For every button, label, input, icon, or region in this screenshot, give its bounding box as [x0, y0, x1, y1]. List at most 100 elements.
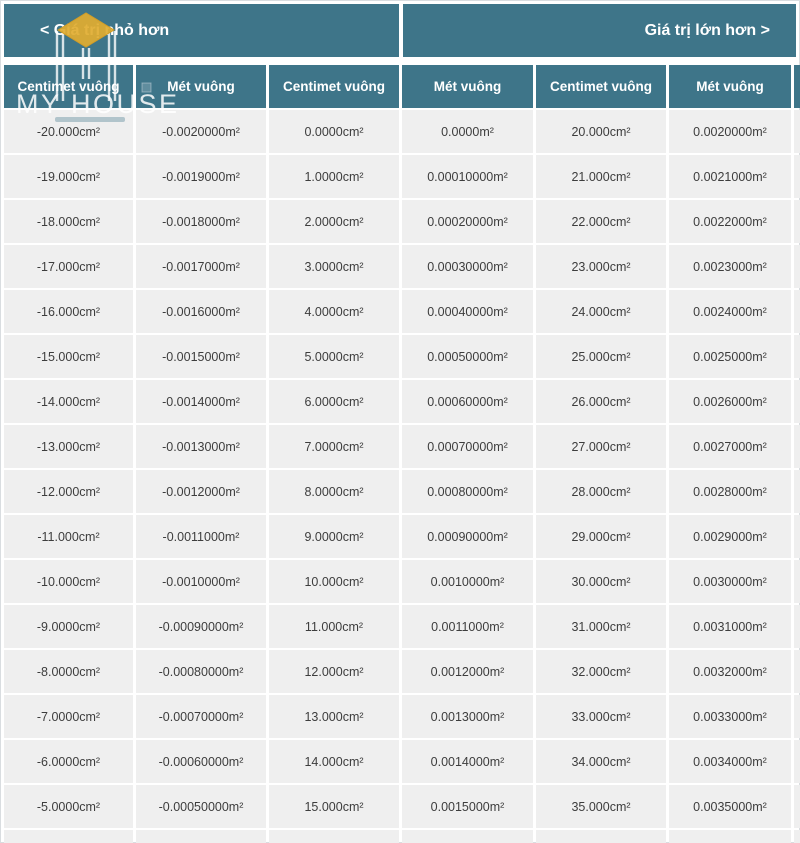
m2-value-cell: 0.0033000m²: [669, 695, 791, 738]
m2-value-cell: -0.00070000m²: [136, 695, 266, 738]
m2-value-cell: 0.0024000m²: [669, 290, 791, 333]
cm2-value-cell: -18.000cm²: [4, 200, 133, 243]
m2-value-cell: 0.0025000m²: [669, 335, 791, 378]
m2-value-cell: 0.00030000m²: [402, 245, 533, 288]
partial-column-cell: [794, 785, 800, 828]
pagination-banner: < Giá trị nhỏ hơn Giá trị lớn hơn >: [4, 4, 796, 57]
m2-value-cell: 0.0027000m²: [669, 425, 791, 468]
cm2-value-cell: 4.0000cm²: [269, 290, 399, 333]
m2-value-cell: 0.00040000m²: [402, 290, 533, 333]
partial-bottom-row-cell: [794, 830, 800, 843]
cm2-value-cell: 2.0000cm²: [269, 200, 399, 243]
cm2-value-cell: 12.000cm²: [269, 650, 399, 693]
m2-value-cell: 0.0010000m²: [402, 560, 533, 603]
cm2-value-cell: 31.000cm²: [536, 605, 666, 648]
cm2-value-cell: -16.000cm²: [4, 290, 133, 333]
column-header-3: Centimet vuông: [269, 65, 399, 108]
m2-value-cell: -0.00090000m²: [136, 605, 266, 648]
m2-value-cell: 0.0012000m²: [402, 650, 533, 693]
cm2-value-cell: -20.000cm²: [4, 110, 133, 153]
m2-value-cell: 0.0013000m²: [402, 695, 533, 738]
cm2-value-cell: -14.000cm²: [4, 380, 133, 423]
partial-column-cell: [794, 425, 800, 468]
partial-column-cell: [794, 650, 800, 693]
larger-values-link[interactable]: Giá trị lớn hơn >: [403, 4, 796, 57]
m2-value-cell: -0.0020000m²: [136, 110, 266, 153]
m2-value-cell: -0.0017000m²: [136, 245, 266, 288]
cm2-value-cell: 21.000cm²: [536, 155, 666, 198]
cm2-value-cell: 30.000cm²: [536, 560, 666, 603]
cm2-value-cell: -6.0000cm²: [4, 740, 133, 783]
cm2-value-cell: 7.0000cm²: [269, 425, 399, 468]
partial-column-cell: [794, 380, 800, 423]
partial-column-cell: [794, 740, 800, 783]
cm2-value-cell: 9.0000cm²: [269, 515, 399, 558]
cm2-value-cell: -17.000cm²: [4, 245, 133, 288]
cm2-value-cell: 24.000cm²: [536, 290, 666, 333]
m2-value-cell: -0.0015000m²: [136, 335, 266, 378]
m2-value-cell: 0.0028000m²: [669, 470, 791, 513]
m2-value-cell: 0.00010000m²: [402, 155, 533, 198]
cm2-value-cell: -11.000cm²: [4, 515, 133, 558]
cm2-value-cell: 35.000cm²: [536, 785, 666, 828]
partial-column-cell: [794, 560, 800, 603]
cm2-value-cell: -19.000cm²: [4, 155, 133, 198]
m2-value-cell: 0.0030000m²: [669, 560, 791, 603]
column-header-1: Centimet vuông: [4, 65, 133, 108]
cm2-value-cell: 11.000cm²: [269, 605, 399, 648]
cm2-value-cell: -9.0000cm²: [4, 605, 133, 648]
m2-value-cell: -0.00060000m²: [136, 740, 266, 783]
partial-column-cell: [794, 605, 800, 648]
partial-bottom-row-cell: [669, 830, 791, 843]
cm2-value-cell: -5.0000cm²: [4, 785, 133, 828]
cm2-value-cell: 34.000cm²: [536, 740, 666, 783]
m2-value-cell: -0.0013000m²: [136, 425, 266, 468]
partial-bottom-row-cell: [136, 830, 266, 843]
m2-value-cell: 0.00070000m²: [402, 425, 533, 468]
cm2-value-cell: 6.0000cm²: [269, 380, 399, 423]
column-header-2: Mét vuông: [136, 65, 266, 108]
m2-value-cell: 0.0021000m²: [669, 155, 791, 198]
partial-column-cell: [794, 695, 800, 738]
partial-column-cell: [794, 200, 800, 243]
cm2-value-cell: -8.0000cm²: [4, 650, 133, 693]
smaller-values-link[interactable]: < Giá trị nhỏ hơn: [4, 4, 399, 57]
cm2-to-m2-conversion-table: Centimet vuông Mét vuông Centimet vuông Mét…: [4, 65, 800, 843]
m2-value-cell: 0.00090000m²: [402, 515, 533, 558]
cm2-value-cell: -10.000cm²: [4, 560, 133, 603]
m2-value-cell: 0.0023000m²: [669, 245, 791, 288]
m2-value-cell: 0.0035000m²: [669, 785, 791, 828]
m2-value-cell: -0.0012000m²: [136, 470, 266, 513]
cm2-value-cell: 3.0000cm²: [269, 245, 399, 288]
cm2-value-cell: 13.000cm²: [269, 695, 399, 738]
m2-value-cell: -0.00080000m²: [136, 650, 266, 693]
m2-value-cell: -0.0014000m²: [136, 380, 266, 423]
m2-value-cell: 0.00020000m²: [402, 200, 533, 243]
m2-value-cell: -0.0011000m²: [136, 515, 266, 558]
m2-value-cell: 0.0011000m²: [402, 605, 533, 648]
cm2-value-cell: 0.0000cm²: [269, 110, 399, 153]
partial-bottom-row-cell: [269, 830, 399, 843]
cm2-value-cell: -12.000cm²: [4, 470, 133, 513]
cm2-value-cell: 14.000cm²: [269, 740, 399, 783]
partial-column-cell: [794, 245, 800, 288]
m2-value-cell: 0.0022000m²: [669, 200, 791, 243]
m2-value-cell: 0.0029000m²: [669, 515, 791, 558]
m2-value-cell: 0.0026000m²: [669, 380, 791, 423]
m2-value-cell: 0.00050000m²: [402, 335, 533, 378]
m2-value-cell: 0.00060000m²: [402, 380, 533, 423]
cm2-value-cell: 5.0000cm²: [269, 335, 399, 378]
partial-column-cell: [794, 335, 800, 378]
cm2-value-cell: 29.000cm²: [536, 515, 666, 558]
m2-value-cell: -0.0010000m²: [136, 560, 266, 603]
partial-bottom-row-cell: [4, 830, 133, 843]
partial-column-cell: [794, 110, 800, 153]
cm2-value-cell: 23.000cm²: [536, 245, 666, 288]
cm2-value-cell: -13.000cm²: [4, 425, 133, 468]
m2-value-cell: 0.0032000m²: [669, 650, 791, 693]
partial-column-cell: [794, 515, 800, 558]
cm2-value-cell: 27.000cm²: [536, 425, 666, 468]
column-header-partial: [794, 65, 800, 108]
m2-value-cell: 0.0014000m²: [402, 740, 533, 783]
